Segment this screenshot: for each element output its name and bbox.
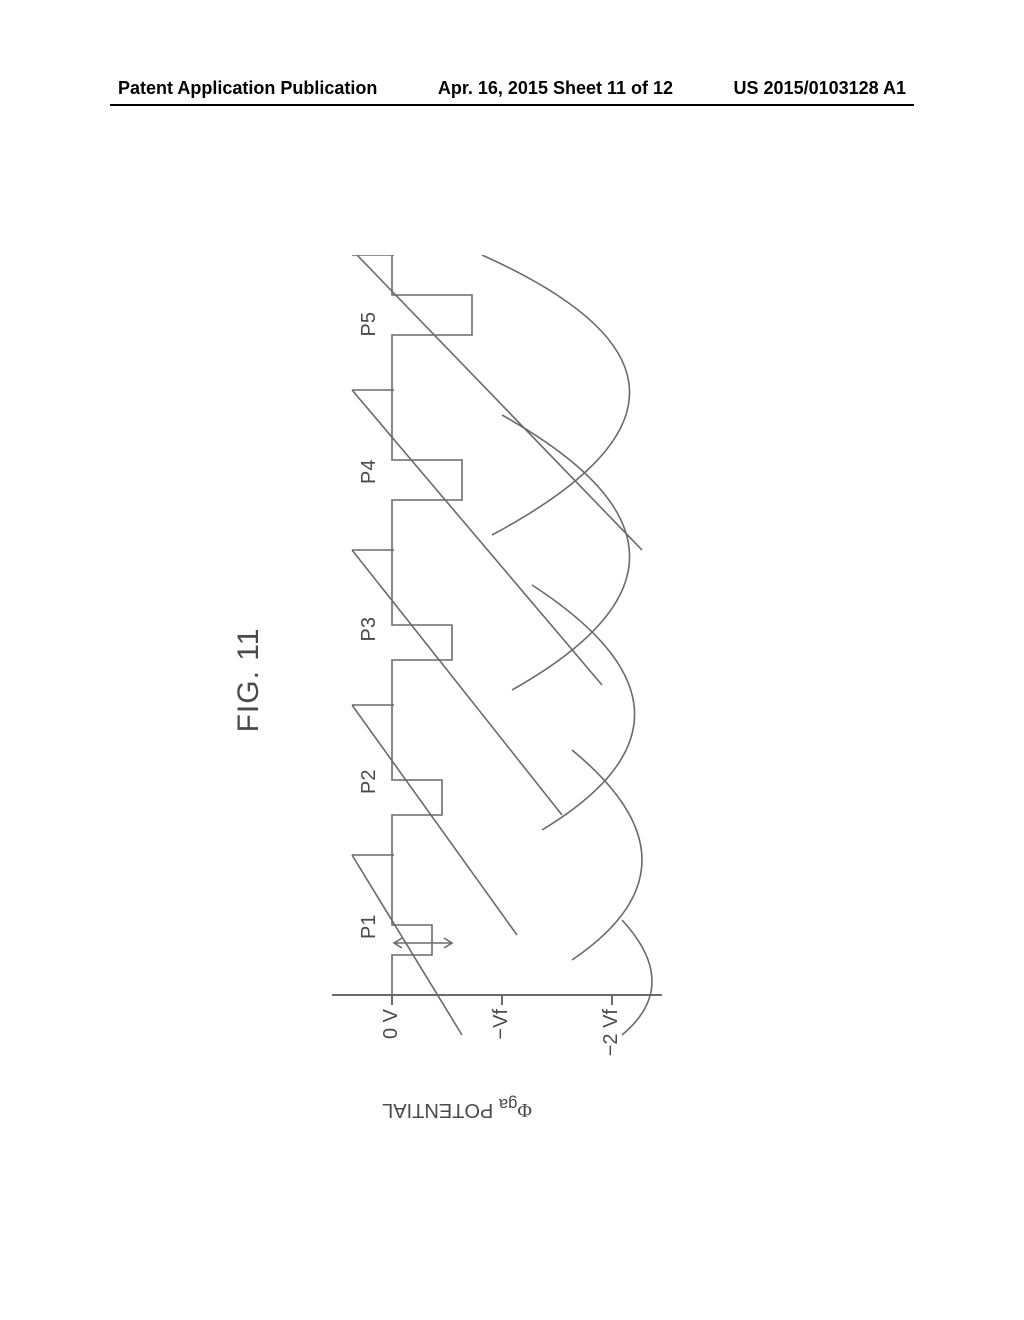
header-right: US 2015/0103128 A1 [734,78,906,99]
header-mid: Apr. 16, 2015 Sheet 11 of 12 [438,78,673,99]
page-header: Patent Application Publication Apr. 16, … [0,78,1024,99]
figure-title: FIG. 11 [232,245,266,1115]
plot-svg [302,255,732,1055]
y-axis-label: Φga POTENTIAL [382,1094,532,1121]
header-left: Patent Application Publication [118,78,377,99]
figure-rotated-wrap: FIG. 11 Φga POTENTIAL 0 V−Vf−2 Vf P1P2P3… [232,245,792,1115]
figure-11: FIG. 11 Φga POTENTIAL 0 V−Vf−2 Vf P1P2P3… [232,245,792,1115]
header-rule [110,104,914,106]
